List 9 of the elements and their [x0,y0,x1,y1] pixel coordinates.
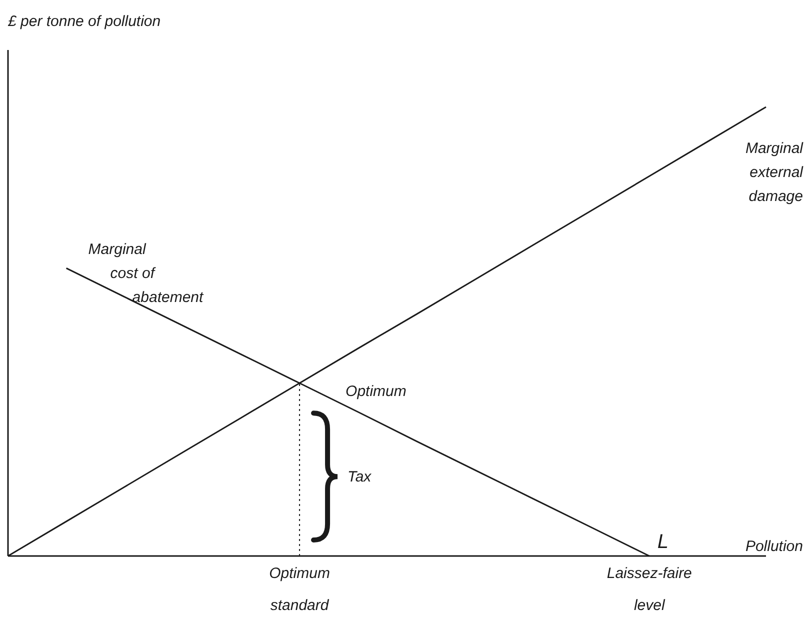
annotation: L [657,531,669,553]
series-label: Marginal external damage [745,140,804,205]
x-tick-label: Laissez-faire level [606,565,692,614]
annotation: Optimum [346,383,406,400]
annotation: Tax [348,468,372,486]
x-tick-label: Optimum standard [269,565,330,614]
x-axis-title: Pollution [745,538,803,555]
series-label: Marginal cost of abatement [88,241,204,306]
text: £ per tonne of pollution [7,13,161,30]
